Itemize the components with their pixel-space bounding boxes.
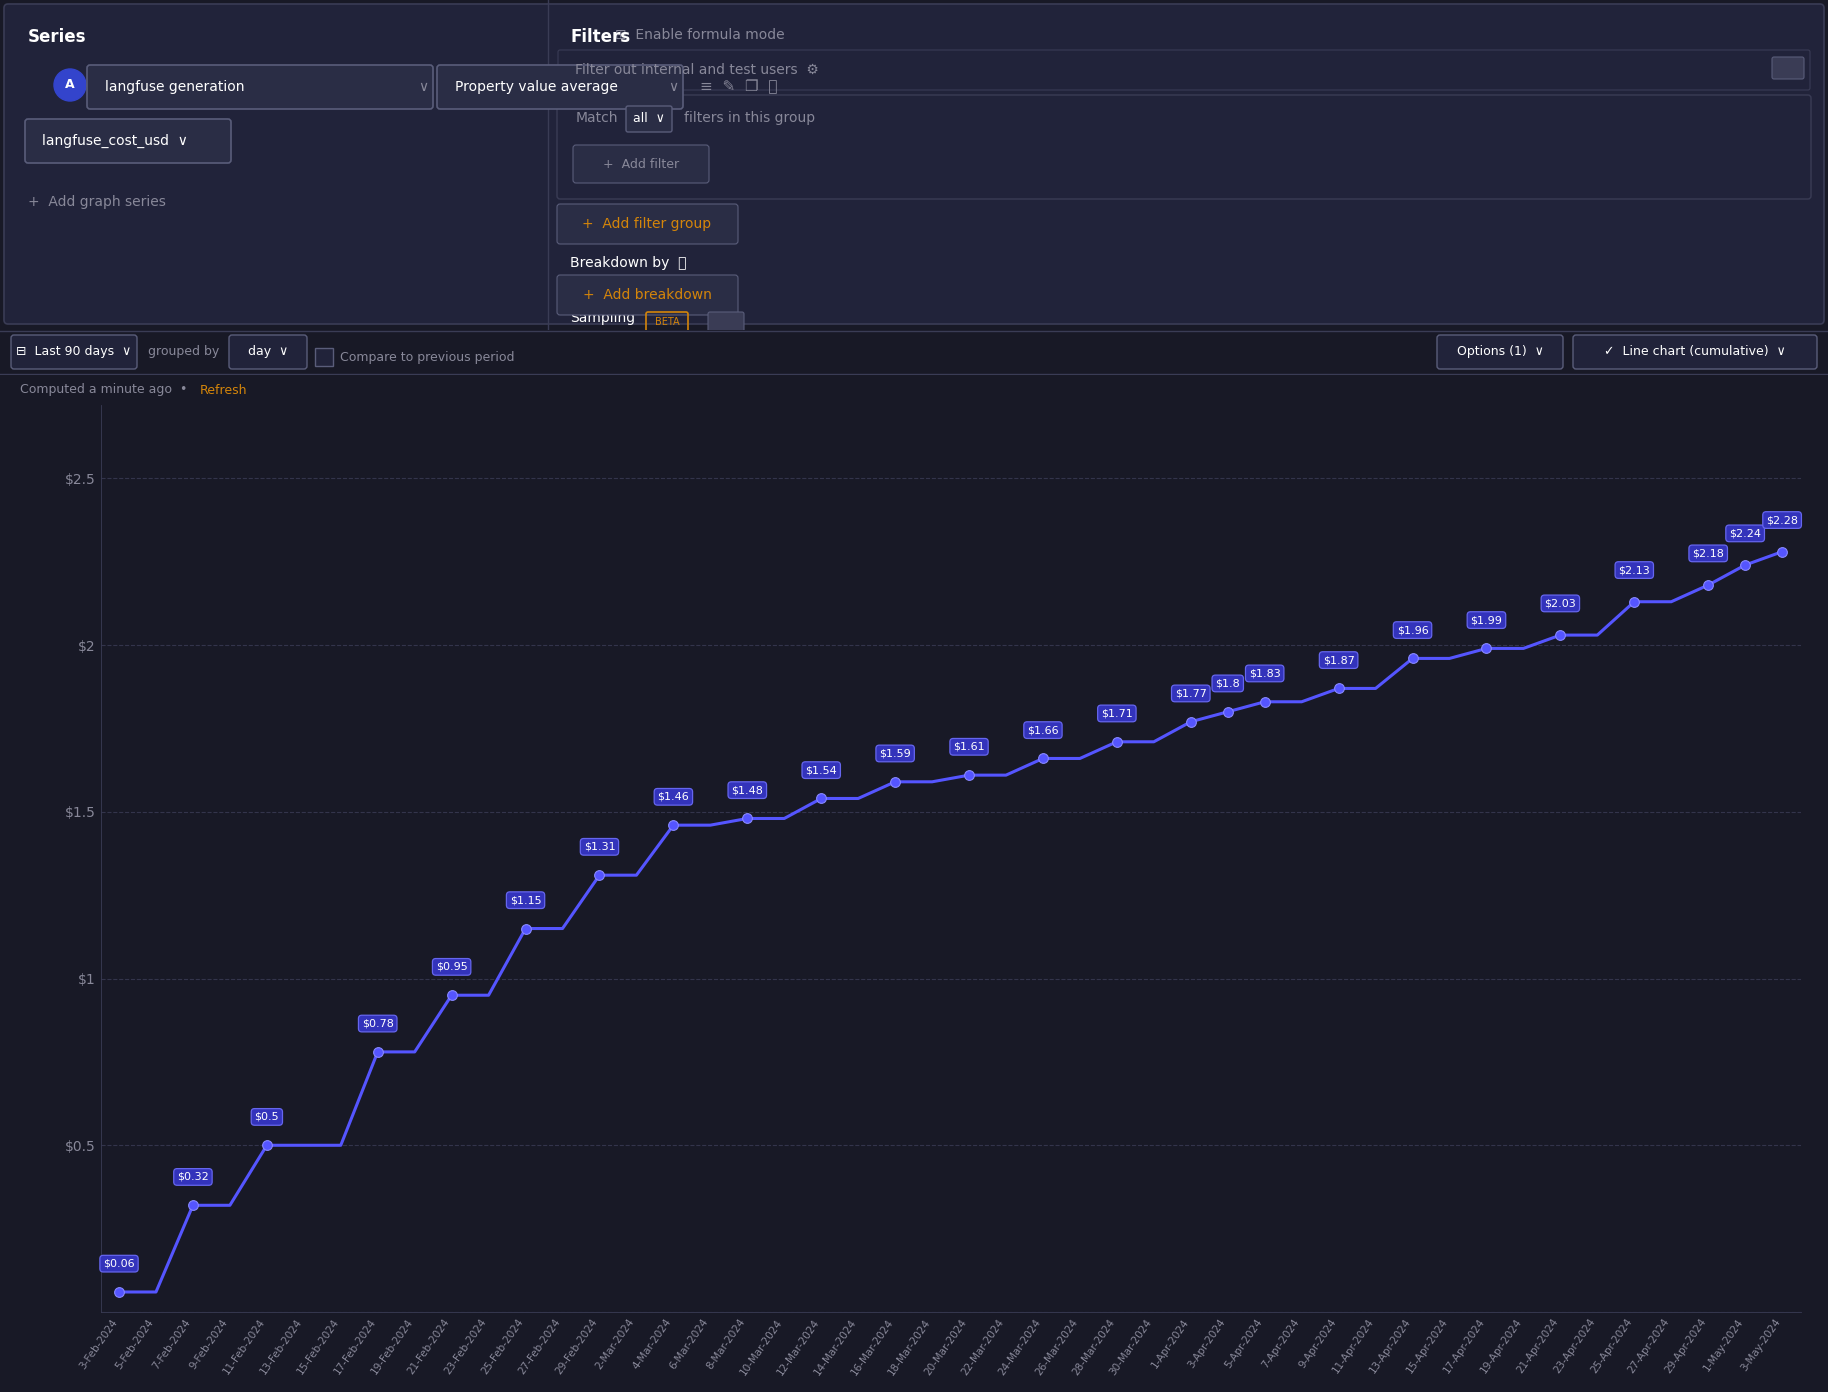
FancyBboxPatch shape bbox=[88, 65, 433, 109]
Text: langfuse generation: langfuse generation bbox=[104, 79, 245, 95]
Text: Property value average: Property value average bbox=[455, 79, 618, 95]
Text: ⊞  Enable formula mode: ⊞ Enable formula mode bbox=[616, 28, 784, 42]
Text: ⊟  Last 90 days  ∨: ⊟ Last 90 days ∨ bbox=[16, 345, 132, 359]
Text: grouped by: grouped by bbox=[148, 345, 219, 359]
FancyBboxPatch shape bbox=[26, 118, 230, 163]
FancyBboxPatch shape bbox=[558, 95, 1812, 199]
Text: $0.5: $0.5 bbox=[254, 1112, 280, 1122]
Text: $1.46: $1.46 bbox=[658, 792, 689, 802]
Text: $2.13: $2.13 bbox=[1618, 565, 1651, 575]
FancyBboxPatch shape bbox=[572, 145, 709, 182]
FancyBboxPatch shape bbox=[4, 4, 1824, 324]
Text: $1.87: $1.87 bbox=[1323, 656, 1355, 665]
Text: $1.77: $1.77 bbox=[1175, 689, 1206, 699]
FancyBboxPatch shape bbox=[625, 106, 673, 132]
Text: Filters: Filters bbox=[570, 28, 631, 46]
Text: +  Add graph series: + Add graph series bbox=[27, 195, 166, 209]
Circle shape bbox=[55, 70, 86, 102]
Text: $1.48: $1.48 bbox=[731, 785, 764, 795]
Text: $1.31: $1.31 bbox=[583, 842, 616, 852]
Text: Breakdown by  ⓘ: Breakdown by ⓘ bbox=[570, 256, 687, 270]
Text: $2.24: $2.24 bbox=[1729, 529, 1760, 539]
Text: Series: Series bbox=[27, 28, 86, 46]
FancyBboxPatch shape bbox=[1771, 57, 1804, 79]
Text: Filter out internal and test users  ⚙: Filter out internal and test users ⚙ bbox=[576, 63, 819, 77]
Text: langfuse_cost_usd  ∨: langfuse_cost_usd ∨ bbox=[42, 134, 188, 148]
Text: Options (1)  ∨: Options (1) ∨ bbox=[1457, 345, 1543, 359]
Text: $2.28: $2.28 bbox=[1766, 515, 1799, 525]
FancyBboxPatch shape bbox=[1574, 335, 1817, 369]
Text: Compare to previous period: Compare to previous period bbox=[340, 351, 514, 363]
Text: $1.66: $1.66 bbox=[1027, 725, 1058, 735]
Text: Refresh: Refresh bbox=[199, 384, 247, 397]
Text: filters in this group: filters in this group bbox=[684, 111, 815, 125]
Text: ∨: ∨ bbox=[667, 79, 678, 95]
FancyBboxPatch shape bbox=[558, 50, 1810, 90]
FancyBboxPatch shape bbox=[11, 335, 137, 369]
Text: $0.95: $0.95 bbox=[435, 962, 468, 972]
Text: $2.18: $2.18 bbox=[1693, 548, 1724, 558]
Text: $1.71: $1.71 bbox=[1100, 709, 1133, 718]
FancyBboxPatch shape bbox=[1437, 335, 1563, 369]
Text: ✓  Line chart (cumulative)  ∨: ✓ Line chart (cumulative) ∨ bbox=[1605, 345, 1786, 359]
Text: $1.96: $1.96 bbox=[1397, 625, 1428, 635]
Text: $1.15: $1.15 bbox=[510, 895, 541, 905]
Text: $1.8: $1.8 bbox=[1216, 678, 1239, 689]
Text: Match: Match bbox=[576, 111, 618, 125]
Text: $1.83: $1.83 bbox=[1249, 668, 1281, 678]
Text: $1.61: $1.61 bbox=[952, 742, 985, 752]
Text: $1.59: $1.59 bbox=[879, 749, 910, 759]
Text: all  ∨: all ∨ bbox=[632, 113, 665, 125]
Text: $0.78: $0.78 bbox=[362, 1019, 393, 1029]
Text: day  ∨: day ∨ bbox=[249, 345, 289, 359]
Text: $2.03: $2.03 bbox=[1545, 599, 1576, 608]
Text: $1.54: $1.54 bbox=[806, 766, 837, 775]
Text: +  Add filter: + Add filter bbox=[603, 157, 678, 170]
FancyBboxPatch shape bbox=[314, 348, 333, 366]
Text: +  Add breakdown: + Add breakdown bbox=[583, 288, 711, 302]
Text: $0.32: $0.32 bbox=[177, 1172, 208, 1182]
FancyBboxPatch shape bbox=[558, 276, 739, 315]
FancyBboxPatch shape bbox=[558, 205, 739, 244]
Text: +  Add filter group: + Add filter group bbox=[583, 217, 711, 231]
Text: A: A bbox=[66, 78, 75, 92]
FancyBboxPatch shape bbox=[228, 335, 307, 369]
FancyBboxPatch shape bbox=[707, 312, 744, 334]
Text: $0.06: $0.06 bbox=[102, 1258, 135, 1268]
Text: BETA: BETA bbox=[654, 317, 680, 327]
Text: Computed a minute ago  •: Computed a minute ago • bbox=[20, 384, 196, 397]
Text: $1.99: $1.99 bbox=[1470, 615, 1503, 625]
Text: ≡  ✎  ❐  🗑: ≡ ✎ ❐ 🗑 bbox=[700, 79, 777, 95]
Text: Sampling: Sampling bbox=[570, 310, 634, 324]
FancyBboxPatch shape bbox=[437, 65, 684, 109]
Text: ∨: ∨ bbox=[419, 79, 428, 95]
